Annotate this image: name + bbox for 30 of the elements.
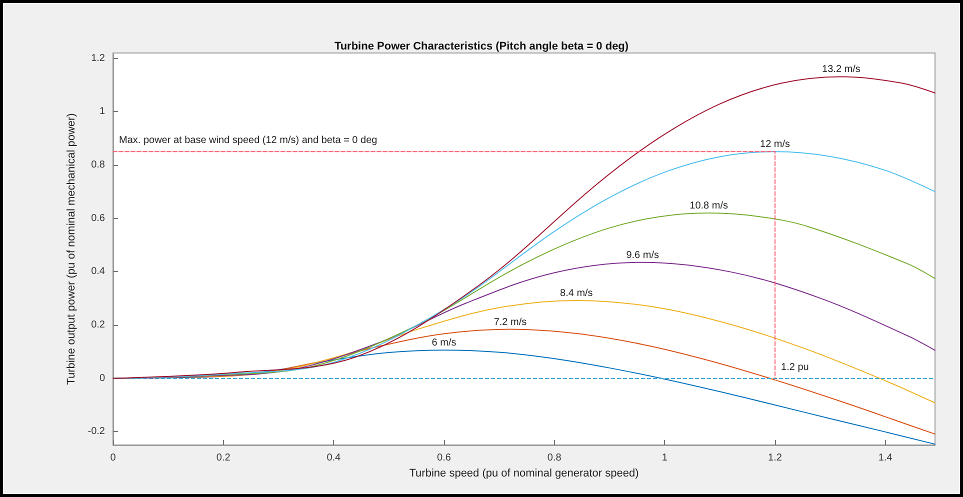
y-tick-label: 0 <box>99 372 106 384</box>
line-series <box>112 76 936 379</box>
series-label: 9.6 m/s <box>626 250 660 261</box>
x-tick-label: 0.4 <box>326 452 342 464</box>
chart-title: Turbine Power Characteristics (Pitch angle beta = 0 deg) <box>334 40 629 52</box>
y-tick-label: 0.8 <box>91 160 106 170</box>
annotation: Max. power at base wind speed (12 m/s) and beta = 0 deg <box>119 135 378 146</box>
y-tick-label: 0.6 <box>91 212 106 224</box>
series-label: 13.2 m/s <box>822 64 860 76</box>
series-label: 10.8 m/s <box>690 200 728 212</box>
series-label: 12 m/s <box>760 139 790 150</box>
y-tick-label: 1 <box>99 106 106 118</box>
series-label: 8.4 m/s <box>560 288 593 299</box>
line-series <box>112 151 936 379</box>
y-tick-label: -0.2 <box>88 426 106 438</box>
x-tick-label: 1.4 <box>878 452 893 464</box>
x-tick-label: 0.2 <box>216 452 231 464</box>
y-axis-title: Turbine output power (pu of nominal mechanical power) <box>65 113 78 385</box>
y-tick-label: 0.2 <box>91 320 106 330</box>
x-tick-label: 0.6 <box>437 452 452 464</box>
y-tick-label: 0.4 <box>91 266 106 278</box>
series-label: 7.2 m/s <box>494 316 527 328</box>
x-tick-label: 0 <box>110 452 116 464</box>
x-tick-label: 1.2 <box>768 452 782 464</box>
x-axis-title: Turbine speed (pu of nominal generator speed) <box>409 467 639 480</box>
y-tick-label: 1.2 <box>91 52 106 64</box>
annotation: 1.2 pu <box>781 362 809 373</box>
series-label: 6 m/s <box>432 338 456 349</box>
x-tick-label: 1 <box>662 452 668 464</box>
x-tick-label: 0.8 <box>547 452 562 464</box>
